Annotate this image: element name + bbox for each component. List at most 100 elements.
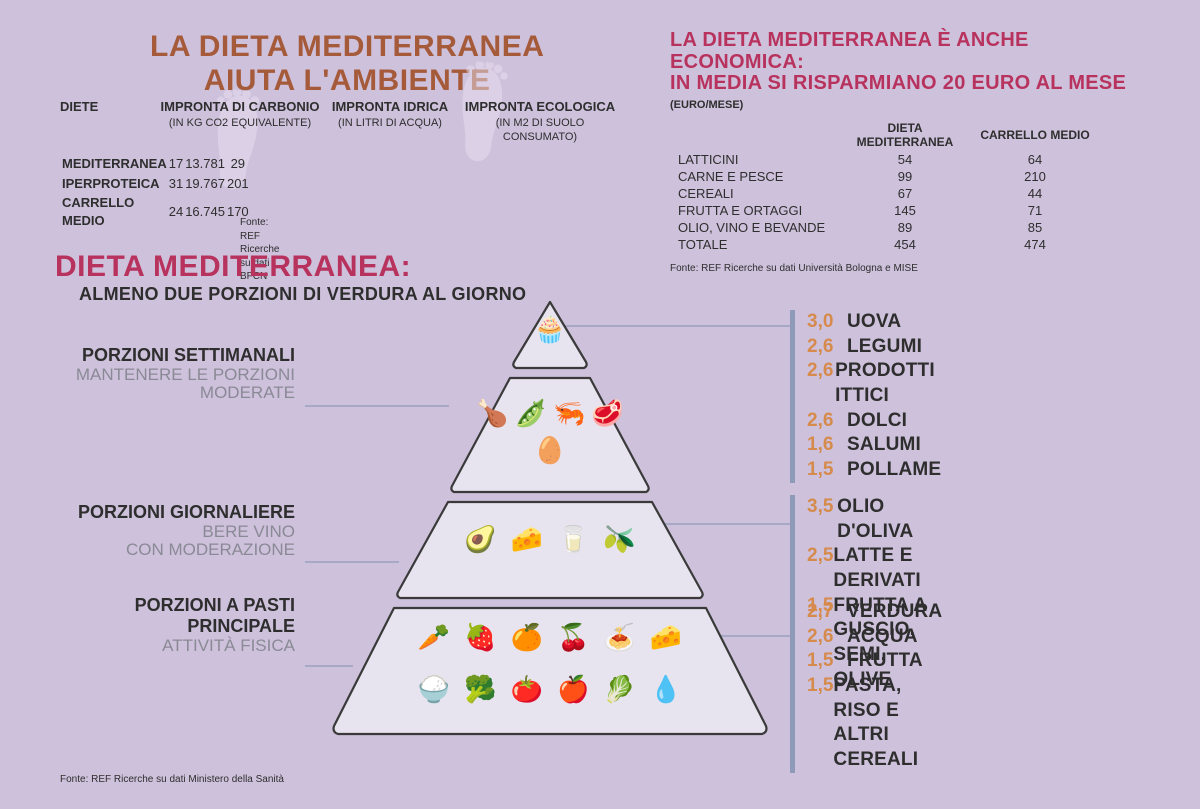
left-label-group: PORZIONI A PASTI PRINCIPALEATTIVITÀ FISI… <box>135 595 295 655</box>
portion-number: 1,5 <box>807 649 847 674</box>
portion-row: 2,7VERDURA <box>807 600 942 625</box>
env-row: IPERPROTEICA 31 19.767 201 <box>62 175 249 193</box>
env-rows: MEDITERRANEA 17 13.781 29 IPERPROTEICA 3… <box>60 153 251 231</box>
food-icon: 🍎 <box>557 674 589 705</box>
right-list-block: 2,7VERDURA2,6ACQUA1,5FRUTTA1,5PASTA, RIS… <box>790 600 942 773</box>
econ-col2: CARRELLO MEDIO <box>970 119 1100 151</box>
portion-label: OLIO D'OLIVA <box>837 495 934 544</box>
left-label-sub: BERE VINO CON MODERAZIONE <box>78 523 295 559</box>
food-tier4a: 🥕 🍓 🍊 🍒 🍝 🧀 <box>380 622 720 653</box>
portion-row: 1,6SALUMI <box>807 433 947 458</box>
env-col2-header: IMPRONTA IDRICA <box>320 98 460 116</box>
food-icon: 🍒 <box>557 622 589 653</box>
food-icon: 🍗 <box>476 398 508 429</box>
food-tier3: 🥑 🧀 🥛 🫒 <box>440 524 660 555</box>
food-icon: 🍚 <box>418 674 450 705</box>
portion-label: ACQUA <box>847 625 918 650</box>
left-label-sub: MANTENERE LE PORZIONI MODERATE <box>76 366 295 402</box>
food-tier2: 🍗🫛🦐🥩 🥚 <box>470 398 630 466</box>
portion-row: 3,5OLIO D'OLIVA <box>807 495 934 544</box>
portion-number: 3,0 <box>807 310 847 335</box>
left-label-group: PORZIONI SETTIMANALIMANTENERE LE PORZION… <box>76 345 295 402</box>
food-icon: 🥩 <box>591 398 623 429</box>
food-icon: 🥛 <box>557 524 589 555</box>
food-icon: 🍝 <box>603 622 635 653</box>
food-icon: 🧀 <box>650 622 682 653</box>
econ-row: CARNE E PESCE99210 <box>670 168 1100 185</box>
food-pyramid: 🧁 🍗🫛🦐🥩 🥚 🥑 🧀 🥛 🫒 🥕 🍓 🍊 🍒 🍝 🧀 🍚 🥦 🍅 🍎 🥬 💧 <box>330 296 770 756</box>
econ-title-1: LA DIETA MEDITERRANEA È ANCHE ECONOMICA: <box>670 30 1140 73</box>
env-col3-sub: (IN M2 DI SUOLO CONSUMATO) <box>460 116 620 146</box>
portion-row: 1,5FRUTTA <box>807 649 942 674</box>
food-icon: 🧀 <box>511 524 543 555</box>
food-tier4b: 🍚 🥦 🍅 🍎 🥬 💧 <box>370 674 730 705</box>
food-tier1: 🧁 <box>525 314 575 345</box>
food-icon: 💧 <box>650 674 682 705</box>
portion-row: 1,5POLLAME <box>807 458 947 483</box>
econ-row: OLIO, VINO E BEVANDE8985 <box>670 219 1100 236</box>
portion-number: 1,5 <box>807 458 847 483</box>
portion-row: 2,6DOLCI <box>807 409 947 434</box>
econ-col1: DIETA MEDITERRANEA <box>840 119 970 151</box>
env-col1-header: IMPRONTA DI CARBONIO <box>160 98 320 116</box>
portion-label: POLLAME <box>847 458 941 483</box>
pyramid-area: DIETA MEDITERRANEA: ALMENO DUE PORZIONI … <box>55 250 1155 305</box>
portion-number: 2,6 <box>807 409 847 434</box>
left-label-header: PORZIONI GIORNALIERE <box>78 502 295 523</box>
portion-number: 1,6 <box>807 433 847 458</box>
portion-label: PASTA, RISO E ALTRI CEREALI <box>833 674 942 773</box>
food-icon: 🫒 <box>603 524 635 555</box>
portion-label: LATTE E DERIVATI <box>833 544 934 593</box>
left-label-group: PORZIONI GIORNALIEREBERE VINO CON MODERA… <box>78 502 295 559</box>
portion-number: 2,6 <box>807 335 847 360</box>
portion-row: 2,6PRODOTTI ITTICI <box>807 359 947 408</box>
food-icon: 🧁 <box>534 314 566 344</box>
food-icon: 🍊 <box>511 622 543 653</box>
portion-row: 3,0UOVA <box>807 310 947 335</box>
portion-label: SALUMI <box>847 433 921 458</box>
food-icon: 🥑 <box>464 524 496 555</box>
portion-label: FRUTTA <box>847 649 923 674</box>
econ-row: LATTICINI5464 <box>670 151 1100 168</box>
portion-number: 1,5 <box>807 674 833 699</box>
left-label-sub: ATTIVITÀ FISICA <box>135 637 295 655</box>
economic-box: LA DIETA MEDITERRANEA È ANCHE ECONOMICA:… <box>670 30 1140 274</box>
portion-label: LEGUMI <box>847 335 922 360</box>
env-row: CARRELLO MEDIO 24 16.745 170 <box>62 194 249 229</box>
portion-number: 2,5 <box>807 544 833 569</box>
food-icon: 🥚 <box>534 435 566 466</box>
portion-label: PRODOTTI ITTICI <box>835 359 947 408</box>
portion-label: UOVA <box>847 310 901 335</box>
food-icon: 🦐 <box>553 398 585 429</box>
portion-row: 2,6LEGUMI <box>807 335 947 360</box>
portion-number: 2,7 <box>807 600 847 625</box>
econ-title-2: IN MEDIA SI RISPARMIANO 20 EURO AL MESE <box>670 73 1140 95</box>
food-icon: 🫛 <box>515 398 547 429</box>
bottom-source: Fonte: REF Ricerche su dati Ministero de… <box>60 774 284 785</box>
food-icon: 🥬 <box>603 674 635 705</box>
main-title-line1: LA DIETA MEDITERRANEA <box>150 30 544 64</box>
food-icon: 🍅 <box>511 674 543 705</box>
portion-label: VERDURA <box>847 600 942 625</box>
portion-row: 2,5LATTE E DERIVATI <box>807 544 934 593</box>
econ-row: FRUTTA E ORTAGGI14571 <box>670 202 1100 219</box>
econ-table: DIETA MEDITERRANEA CARRELLO MEDIO LATTIC… <box>670 119 1100 253</box>
food-icon: 🍓 <box>464 622 496 653</box>
left-label-header: PORZIONI SETTIMANALI <box>76 345 295 366</box>
portion-number: 2,6 <box>807 359 835 384</box>
env-col2-sub: (IN LITRI DI ACQUA) <box>320 116 460 131</box>
env-col0-header: DIETE <box>60 99 98 114</box>
portion-label: DOLCI <box>847 409 907 434</box>
econ-row: CEREALI6744 <box>670 185 1100 202</box>
food-icon: 🥕 <box>418 622 450 653</box>
portion-number: 3,5 <box>807 495 837 520</box>
food-icon: 🥦 <box>464 674 496 705</box>
left-label-header: PORZIONI A PASTI PRINCIPALE <box>135 595 295 637</box>
portion-row: 2,6ACQUA <box>807 625 942 650</box>
env-row: MEDITERRANEA 17 13.781 29 <box>62 155 249 173</box>
econ-sub: (EURO/MESE) <box>670 99 1140 111</box>
portion-number: 2,6 <box>807 625 847 650</box>
right-list-block: 3,0UOVA2,6LEGUMI2,6PRODOTTI ITTICI2,6DOL… <box>790 310 947 483</box>
env-col1-sub: (IN KG CO2 EQUIVALENTE) <box>160 116 320 131</box>
pyramid-title: DIETA MEDITERRANEA: <box>55 250 411 283</box>
